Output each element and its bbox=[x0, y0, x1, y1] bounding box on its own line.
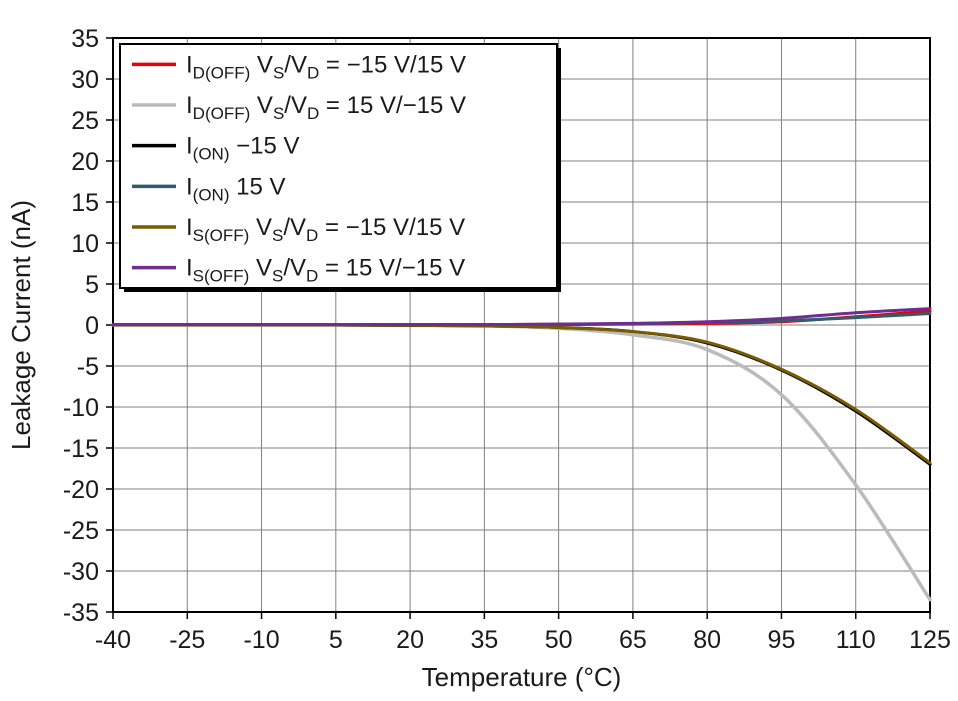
legend-label-2: I(ON) −15 V bbox=[186, 133, 300, 164]
x-tick-label: 35 bbox=[470, 626, 498, 654]
y-tick-label: -10 bbox=[63, 394, 99, 422]
legend-box bbox=[119, 43, 558, 289]
y-tick-label: 10 bbox=[71, 230, 99, 258]
x-tick-label: 50 bbox=[545, 626, 573, 654]
x-tick-label: -10 bbox=[243, 626, 279, 654]
y-tick-label: 0 bbox=[85, 312, 99, 340]
tick-labels: -40 -25 -10 5 20 35 50 65 80 95 110 125-35-30-25-20… bbox=[63, 25, 951, 654]
y-tick-label: -35 bbox=[63, 599, 99, 627]
y-tick-label: -5 bbox=[77, 353, 99, 381]
y-tick-label: -25 bbox=[63, 517, 99, 545]
legend-label-3: I(ON) 15 V bbox=[186, 173, 286, 204]
series-line-5 bbox=[111, 307, 932, 327]
legend-label-1: ID(OFF) VS/VD = 15 V/−15 V bbox=[186, 92, 466, 123]
x-tick-label: 110 bbox=[836, 626, 876, 654]
legend-label-4: IS(OFF) VS/VD = −15 V/15 V bbox=[186, 214, 465, 245]
y-tick-label: -30 bbox=[63, 558, 99, 586]
y-tick-label: -15 bbox=[63, 435, 99, 463]
axis-ticks bbox=[106, 37, 931, 619]
y-tick-label: -20 bbox=[63, 476, 99, 504]
x-tick-label: 65 bbox=[619, 626, 647, 654]
series-lines bbox=[111, 307, 932, 602]
y-tick-label: 20 bbox=[71, 148, 99, 176]
y-axis-title: Leakage Current (nA) bbox=[6, 200, 36, 450]
x-axis-title: Temperature (°C) bbox=[422, 662, 622, 692]
y-tick-label: 35 bbox=[71, 25, 99, 53]
x-tick-label: 20 bbox=[396, 626, 424, 654]
x-tick-label: 5 bbox=[329, 626, 343, 654]
legend: ID(OFF) VS/VD = −15 V/15 V ID(OFF) VS/VD … bbox=[119, 43, 561, 292]
x-tick-label: 95 bbox=[768, 626, 796, 654]
x-tick-label: -25 bbox=[169, 626, 205, 654]
x-tick-label: -40 bbox=[95, 626, 131, 654]
legend-label-0: ID(OFF) VS/VD = −15 V/15 V bbox=[186, 51, 466, 82]
y-tick-label: 25 bbox=[71, 107, 99, 135]
y-tick-label: 15 bbox=[71, 189, 99, 217]
x-tick-label: 80 bbox=[693, 626, 721, 654]
y-tick-label: 5 bbox=[85, 271, 99, 299]
y-tick-label: 30 bbox=[71, 66, 99, 94]
x-tick-label: 125 bbox=[909, 626, 951, 654]
legend-label-5: IS(OFF) VS/VD = 15 V/−15 V bbox=[186, 255, 465, 286]
